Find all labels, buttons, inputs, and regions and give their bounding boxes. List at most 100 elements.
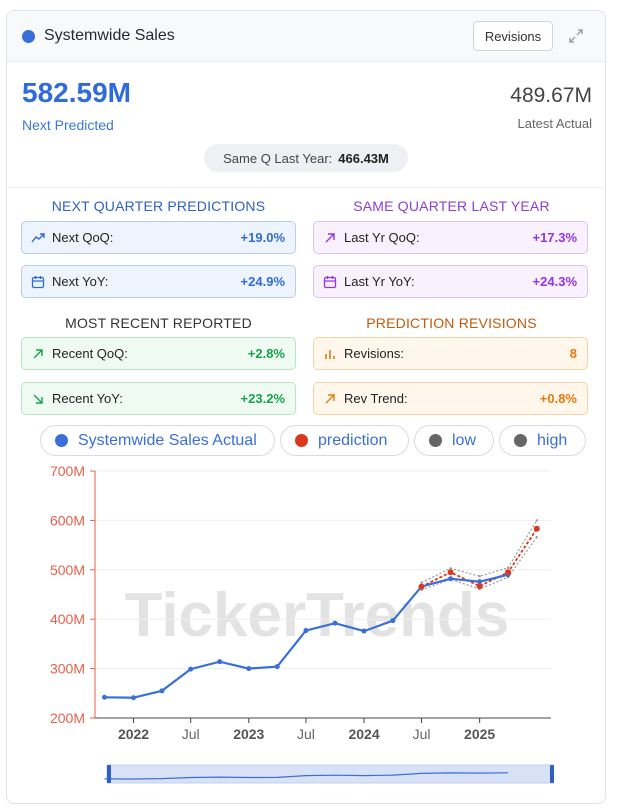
- zoom-slider-track: [106, 764, 554, 784]
- x-tick-label: Jul: [182, 726, 200, 742]
- revisions-count-label: Revisions:: [344, 346, 404, 361]
- zoom-slider-preview: [104, 772, 509, 780]
- bar-chart-icon: [325, 349, 335, 359]
- y-tick-label: 600M: [50, 512, 85, 528]
- legend-prediction[interactable]: prediction: [280, 425, 409, 456]
- rev-trend-label: Rev Trend:: [344, 391, 408, 406]
- latest-actual-value: 489.67M: [510, 84, 592, 107]
- recent-yoy-value: +23.2%: [240, 391, 285, 406]
- next-qoq-label: Next QoQ:: [52, 230, 114, 245]
- legend-high-label: high: [537, 431, 568, 449]
- point-actual: [131, 695, 137, 701]
- point-actual: [101, 694, 107, 700]
- point-actual: [361, 628, 367, 634]
- next-yoy-value: +24.9%: [240, 274, 285, 289]
- next-yoy-label: Next YoY:: [52, 274, 109, 289]
- point-high: [478, 575, 481, 578]
- rev-trend-box: Rev Trend: +0.8%: [313, 382, 588, 415]
- legend-prediction-dot: [295, 434, 308, 447]
- card-header: Systemwide Sales Revisions: [7, 11, 605, 62]
- point-actual: [390, 618, 396, 624]
- recent-yoy-label: Recent YoY:: [52, 391, 123, 406]
- point-actual: [303, 628, 309, 634]
- recent-title: MOST RECENT REPORTED: [65, 315, 252, 331]
- point-high: [506, 566, 510, 570]
- point-prediction: [447, 569, 454, 576]
- recent-yoy-box: Recent YoY: +23.2%: [21, 382, 296, 415]
- point-actual: [274, 664, 280, 670]
- zoom-handle-left[interactable]: [107, 765, 111, 783]
- y-tick-label: 300M: [50, 661, 85, 677]
- y-tick-label: 200M: [50, 710, 85, 726]
- recent-qoq-label: Recent QoQ:: [52, 346, 128, 361]
- next-quarter-title: NEXT QUARTER PREDICTIONS: [51, 198, 266, 214]
- last-yr-qoq-box: Last Yr QoQ: +17.3%: [313, 221, 588, 254]
- revisions-count-box: Revisions: 8: [313, 337, 588, 370]
- same-quarter-title: SAME QUARTER LAST YEAR: [353, 198, 550, 214]
- point-actual: [477, 579, 483, 585]
- legend-prediction-label: prediction: [318, 431, 388, 449]
- legend-actual-dot: [55, 434, 68, 447]
- y-tick-label: 700M: [50, 463, 85, 479]
- last-yr-qoq-label: Last Yr QoQ:: [344, 230, 420, 245]
- next-qoq-box: Next QoQ: +19.0%: [21, 221, 296, 254]
- recent-qoq-value: +2.8%: [247, 346, 285, 361]
- same-quarter-label: Same Q Last Year:: [223, 150, 333, 166]
- point-actual: [448, 576, 454, 582]
- next-yoy-box: Next YoY: +24.9%: [21, 265, 296, 298]
- arrow-up-right-icon: [33, 348, 43, 358]
- divider: [7, 187, 605, 188]
- legend-low-label: low: [452, 431, 477, 449]
- point-actual: [246, 666, 252, 672]
- point-actual: [188, 666, 194, 672]
- point-prediction: [418, 583, 425, 590]
- next-predicted-label: Next Predicted: [22, 117, 114, 133]
- revisions-title: PREDICTION REVISIONS: [366, 315, 537, 331]
- x-tick-label: 2024: [348, 726, 379, 742]
- point-prediction: [476, 583, 483, 590]
- x-tick-label: Jul: [297, 726, 315, 742]
- legend-low[interactable]: low: [414, 425, 494, 456]
- next-qoq-value: +19.0%: [240, 230, 285, 245]
- point-actual: [217, 659, 223, 665]
- x-tick-label: 2022: [118, 726, 149, 742]
- revisions-count-value: 8: [569, 346, 577, 361]
- legend-actual[interactable]: Systemwide Sales Actual: [40, 425, 275, 456]
- line-chart: TickerTrends 200M 300M 400M 500M 600M 700M 2022…: [50, 463, 554, 784]
- metric-card: Systemwide Sales Revisions 582.59M Next …: [6, 10, 606, 804]
- last-yr-qoq-value: +17.3%: [532, 230, 577, 245]
- same-quarter-pill: Same Q Last Year: 466.43M: [204, 144, 408, 172]
- x-tick-label: 2023: [233, 726, 264, 742]
- same-quarter-value: 466.43M: [338, 150, 389, 166]
- revisions-button[interactable]: Revisions: [473, 21, 553, 51]
- point-low: [535, 535, 538, 539]
- point-prediction: [533, 525, 540, 532]
- point-high: [420, 581, 423, 584]
- y-tick-label: 500M: [50, 562, 85, 578]
- last-yr-yoy-box: Last Yr YoY: +24.3%: [313, 265, 588, 298]
- series-line-high: [421, 520, 538, 584]
- y-tick-label: 400M: [50, 611, 85, 627]
- arrow-up-right-icon: [325, 232, 335, 242]
- legend-high-dot: [514, 434, 527, 447]
- point-high: [449, 567, 452, 570]
- series-line-prediction: [421, 528, 538, 588]
- point-actual: [332, 620, 338, 626]
- arrow-up-right-icon: [325, 393, 335, 403]
- latest-actual-label: Latest Actual: [517, 116, 592, 131]
- calendar-icon: [31, 275, 45, 288]
- next-predicted-value: 582.59M: [22, 77, 131, 108]
- last-yr-yoy-value: +24.3%: [532, 274, 577, 289]
- arrow-down-right-icon: [33, 394, 43, 404]
- legend-high[interactable]: high: [499, 425, 586, 456]
- point-actual: [159, 688, 165, 694]
- point-prediction: [505, 569, 512, 576]
- expand-icon[interactable]: [567, 27, 585, 45]
- x-tick-label: 2025: [464, 726, 495, 742]
- legend-actual-label: Systemwide Sales Actual: [78, 431, 257, 449]
- zoom-handle-right[interactable]: [550, 765, 554, 783]
- recent-qoq-box: Recent QoQ: +2.8%: [21, 337, 296, 370]
- calendar-icon: [323, 275, 337, 288]
- last-yr-yoy-label: Last Yr YoY:: [344, 274, 415, 289]
- point-high: [535, 519, 538, 522]
